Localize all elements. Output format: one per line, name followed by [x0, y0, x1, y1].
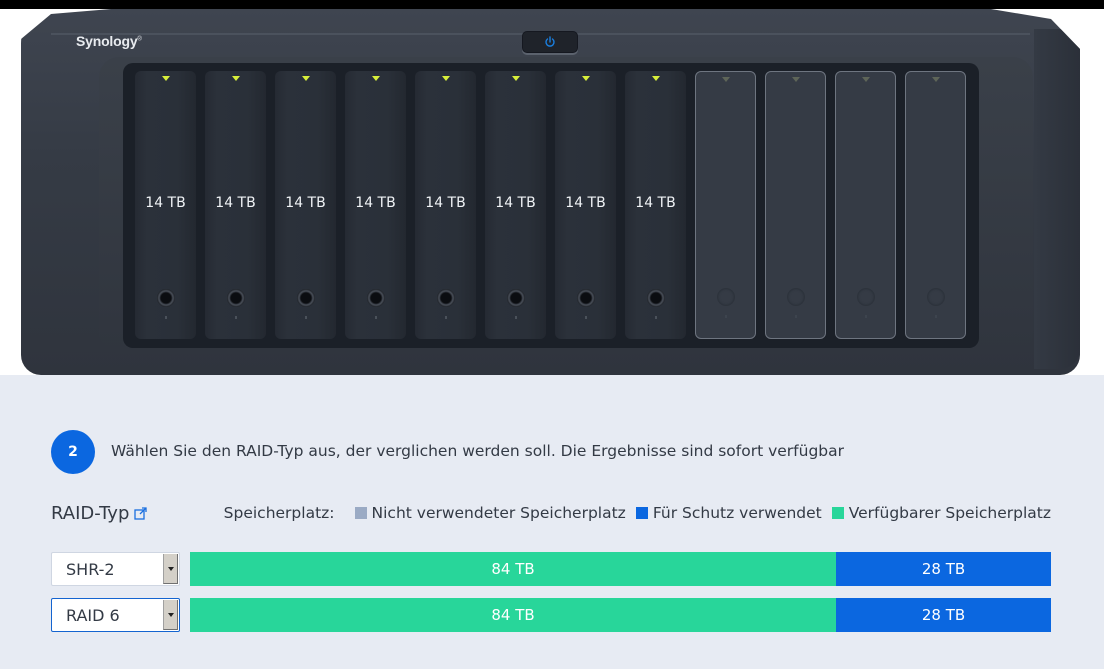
drive-capacity: 14 TB — [635, 195, 676, 211]
empty-drive-bay[interactable] — [835, 71, 896, 339]
status-led-icon — [721, 77, 730, 82]
legend-swatch-available — [831, 507, 844, 519]
lock-indicator — [865, 315, 866, 318]
status-led-icon — [791, 77, 800, 82]
protection-segment: 28 TB — [836, 552, 1051, 586]
lock-indicator — [235, 316, 236, 319]
top-strip — [0, 0, 1104, 9]
raid-type-select-1[interactable]: SHR-2 — [51, 552, 180, 586]
nas-chassis: Synology® 14 TB 14 TB 14 TB 14 TB 14 TB 14 TB… — [21, 9, 1080, 375]
legend-available: Verfügbarer Speicherplatz — [831, 504, 1051, 522]
drive-lock-icon — [926, 288, 945, 306]
drive-lock-icon — [226, 289, 245, 307]
select-value: RAID 6 — [66, 605, 120, 625]
raid-type-label: RAID-Typ — [51, 503, 148, 524]
legend-swatch-protection — [635, 507, 648, 519]
drive-capacity: 14 TB — [565, 195, 606, 211]
empty-drive-bay[interactable] — [905, 71, 966, 339]
drive-lock-icon — [576, 289, 595, 307]
legend-label: Für Schutz verwendet — [652, 504, 822, 522]
lock-indicator — [515, 316, 516, 319]
status-led-icon — [301, 76, 310, 81]
step-instruction: Wählen Sie den RAID-Typ aus, der verglic… — [111, 442, 844, 460]
power-icon — [545, 36, 555, 47]
lock-indicator — [375, 316, 376, 319]
status-led-icon — [441, 76, 450, 81]
status-led-icon — [931, 77, 940, 82]
drive-capacity: 14 TB — [495, 195, 536, 211]
lock-indicator — [725, 315, 726, 318]
status-led-icon — [651, 76, 660, 81]
capacity-bar-2: 84 TB 28 TB — [190, 598, 1051, 632]
lock-indicator — [585, 316, 586, 319]
drive-capacity: 14 TB — [355, 195, 396, 211]
protection-segment: 28 TB — [836, 598, 1051, 632]
legend-unused: Nicht verwendeter Speicherplatz — [354, 504, 626, 522]
drive-lock-icon — [646, 289, 665, 307]
drive-bays: 14 TB 14 TB 14 TB 14 TB 14 TB 14 TB 14 TB 14 TB — [135, 71, 966, 339]
brand-logo: Synology® — [76, 33, 142, 49]
nas-device-view: Synology® 14 TB 14 TB 14 TB 14 TB 14 TB 14 TB… — [0, 0, 1104, 375]
raid-row-1: SHR-2 84 TB 28 TB — [51, 552, 1051, 586]
lock-indicator — [165, 316, 166, 319]
drive-bay[interactable]: 14 TB — [485, 71, 546, 339]
raid-row-2: RAID 6 84 TB 28 TB — [51, 598, 1051, 632]
lock-indicator — [935, 315, 936, 318]
status-led-icon — [581, 76, 590, 81]
lock-indicator — [655, 316, 656, 319]
lock-indicator — [445, 316, 446, 319]
empty-drive-bay[interactable] — [695, 71, 756, 339]
drive-lock-icon — [156, 289, 175, 307]
lock-indicator — [305, 316, 306, 319]
raid-type-text: RAID-Typ — [51, 503, 130, 524]
chevron-down-icon[interactable] — [163, 554, 178, 584]
empty-drive-bay[interactable] — [765, 71, 826, 339]
drive-lock-icon — [786, 288, 805, 306]
drive-lock-icon — [436, 289, 455, 307]
drive-bay[interactable]: 14 TB — [275, 71, 336, 339]
chassis-side — [1034, 29, 1080, 369]
status-led-icon — [231, 76, 240, 81]
capacity-bar-1: 84 TB 28 TB — [190, 552, 1051, 586]
step-number-badge: 2 — [51, 430, 95, 474]
drive-capacity: 14 TB — [215, 195, 256, 211]
status-led-icon — [861, 77, 870, 82]
drive-capacity: 14 TB — [145, 195, 186, 211]
drive-lock-icon — [296, 289, 315, 307]
drive-capacity: 14 TB — [285, 195, 326, 211]
legend-title: Speicherplatz: — [223, 504, 335, 522]
chevron-down-icon[interactable] — [163, 600, 178, 630]
status-led-icon — [371, 76, 380, 81]
status-led-icon — [161, 76, 170, 81]
legend-label: Verfügbarer Speicherplatz — [848, 504, 1051, 522]
drive-capacity: 14 TB — [425, 195, 466, 211]
drive-bay[interactable]: 14 TB — [345, 71, 406, 339]
available-segment: 84 TB — [190, 598, 836, 632]
drive-bay[interactable]: 14 TB — [555, 71, 616, 339]
storage-legend: Speicherplatz: Nicht verwendeter Speiche… — [224, 504, 1051, 522]
legend-label: Nicht verwendeter Speicherplatz — [371, 504, 626, 522]
lock-indicator — [795, 315, 796, 318]
raid-type-select-2[interactable]: RAID 6 — [51, 598, 180, 632]
drive-lock-icon — [506, 289, 525, 307]
power-button[interactable] — [522, 31, 578, 53]
drive-bay[interactable]: 14 TB — [205, 71, 266, 339]
legend-swatch-unused — [354, 507, 367, 519]
drive-bay[interactable]: 14 TB — [135, 71, 196, 339]
drive-lock-icon — [366, 289, 385, 307]
drive-bay[interactable]: 14 TB — [625, 71, 686, 339]
drive-bay[interactable]: 14 TB — [415, 71, 476, 339]
legend-protection: Für Schutz verwendet — [635, 504, 822, 522]
available-segment: 84 TB — [190, 552, 836, 586]
drive-lock-icon — [856, 288, 875, 306]
select-value: SHR-2 — [66, 559, 115, 579]
external-link-icon[interactable] — [134, 507, 148, 520]
drive-lock-icon — [716, 288, 735, 306]
status-led-icon — [511, 76, 520, 81]
